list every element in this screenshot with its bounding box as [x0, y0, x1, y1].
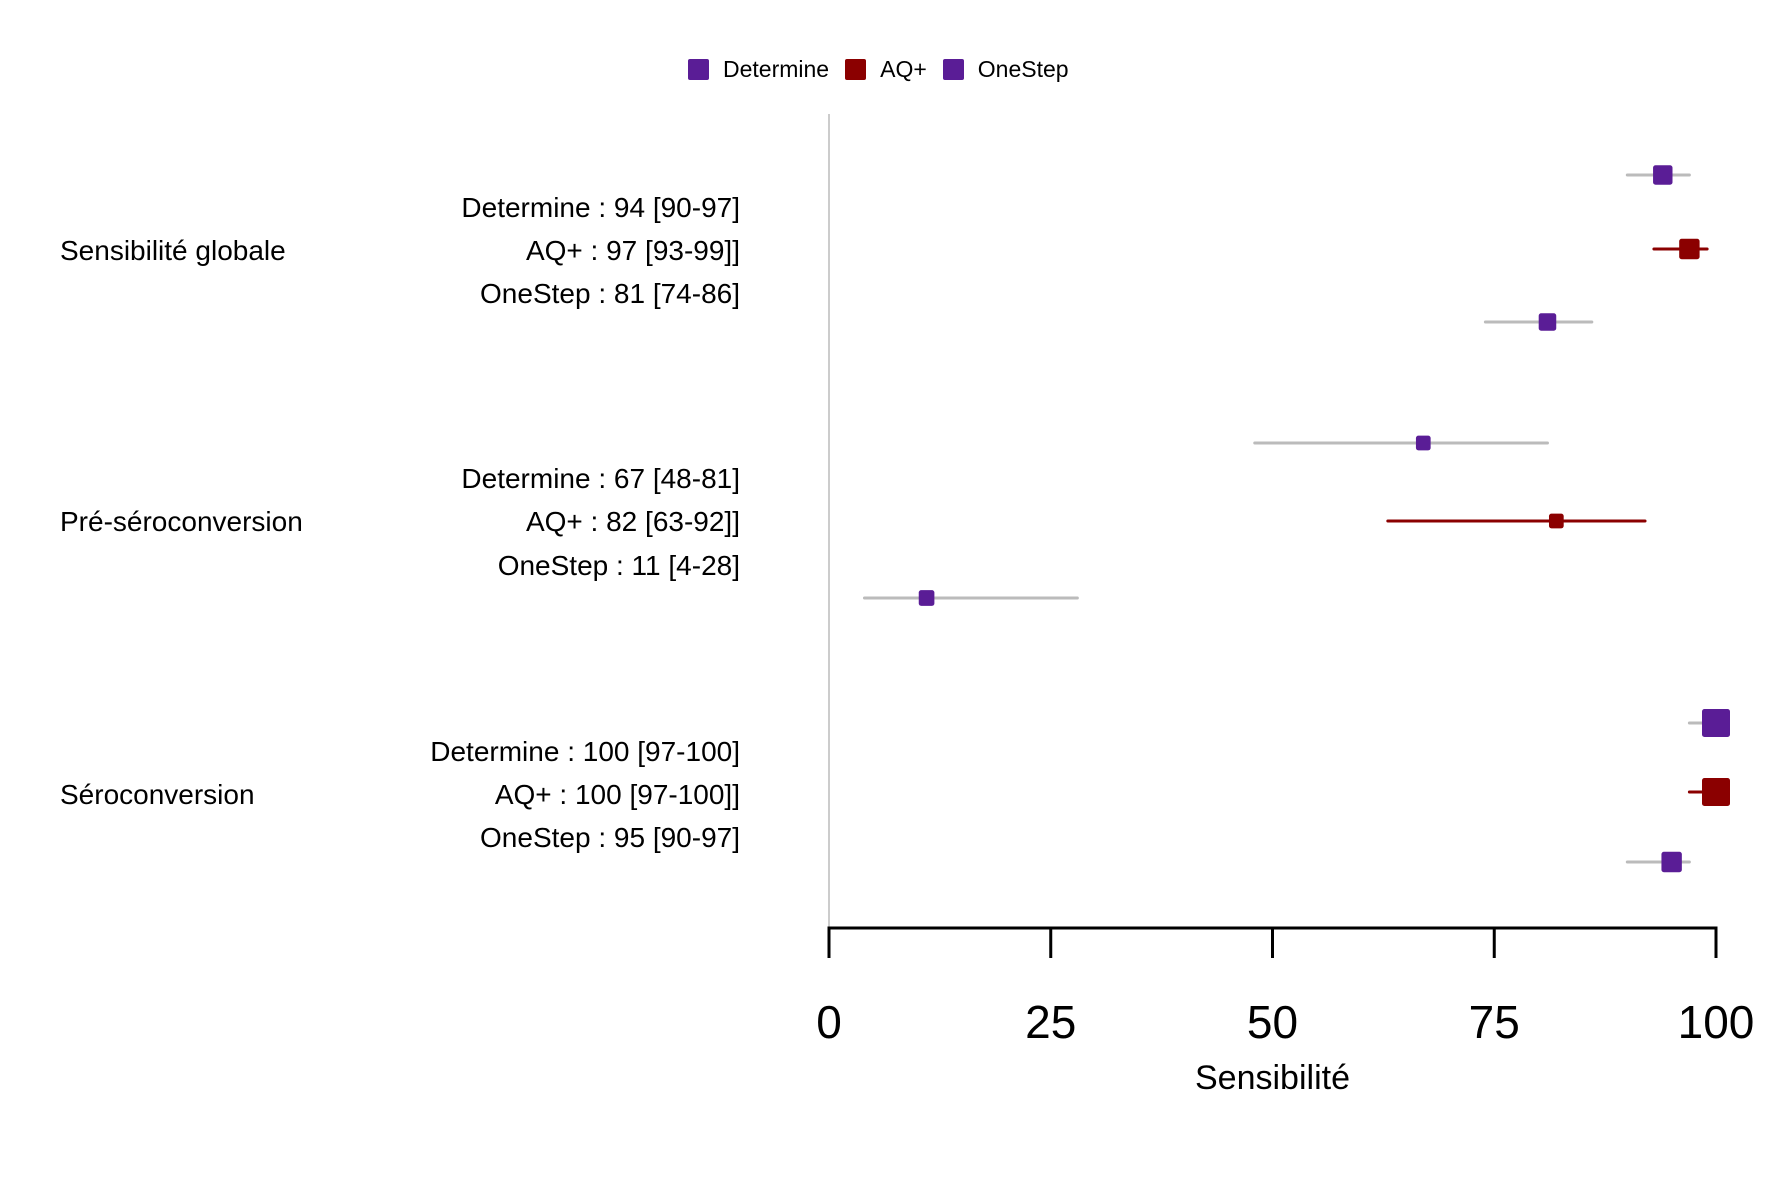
- legend-item-determine: Determine: [688, 56, 829, 83]
- point-marker: [1702, 778, 1730, 806]
- x-tick-label: 50: [1247, 996, 1298, 1048]
- legend-item-onestep: OneStep: [942, 55, 1069, 83]
- point-marker: [1415, 435, 1431, 451]
- point-marker: [1661, 851, 1682, 873]
- legend-item-aq: AQ+: [845, 56, 927, 83]
- row-text: Determine : 67 [48-81]: [461, 463, 740, 494]
- group-label: Pré-séroconversion: [60, 506, 303, 537]
- x-axis-title: Sensibilité: [1195, 1059, 1350, 1097]
- row-text: Determine : 94 [90-97]: [461, 192, 740, 223]
- point-marker: [1548, 513, 1564, 529]
- point-marker: [1702, 709, 1730, 737]
- row-text: OneStep : 95 [90-97]: [480, 822, 740, 853]
- group-label: Séroconversion: [60, 779, 255, 810]
- point-marker: [918, 590, 935, 606]
- legend-swatch-onestep: [942, 58, 964, 80]
- point-marker: [1679, 238, 1700, 260]
- x-tick-label: 100: [1678, 996, 1755, 1048]
- point-marker: [1538, 313, 1557, 331]
- point-marker: [1653, 165, 1673, 185]
- row-text: AQ+ : 82 [63-92]]: [525, 506, 740, 537]
- x-tick-label: 25: [1025, 996, 1076, 1048]
- row-text: OneStep : 11 [4-28]: [497, 550, 740, 581]
- group-label: Sensibilité globale: [60, 235, 286, 266]
- row-text: AQ+ : 97 [93-99]]: [525, 235, 740, 266]
- legend: Determine AQ+ OneStep: [688, 56, 1085, 82]
- x-tick-label: 75: [1469, 996, 1520, 1048]
- legend-swatch-aq: [845, 58, 867, 80]
- legend-label-determine: Determine: [723, 55, 830, 82]
- row-text: OneStep : 81 [74-86]: [480, 278, 740, 309]
- x-tick-label: 0: [816, 996, 842, 1048]
- row-text: AQ+ : 100 [97-100]]: [494, 779, 740, 810]
- row-text: Determine : 100 [97-100]: [430, 736, 740, 767]
- legend-label-aq: AQ+: [880, 55, 927, 82]
- legend-label-onestep: OneStep: [977, 55, 1069, 82]
- legend-swatch-determine: [688, 58, 709, 80]
